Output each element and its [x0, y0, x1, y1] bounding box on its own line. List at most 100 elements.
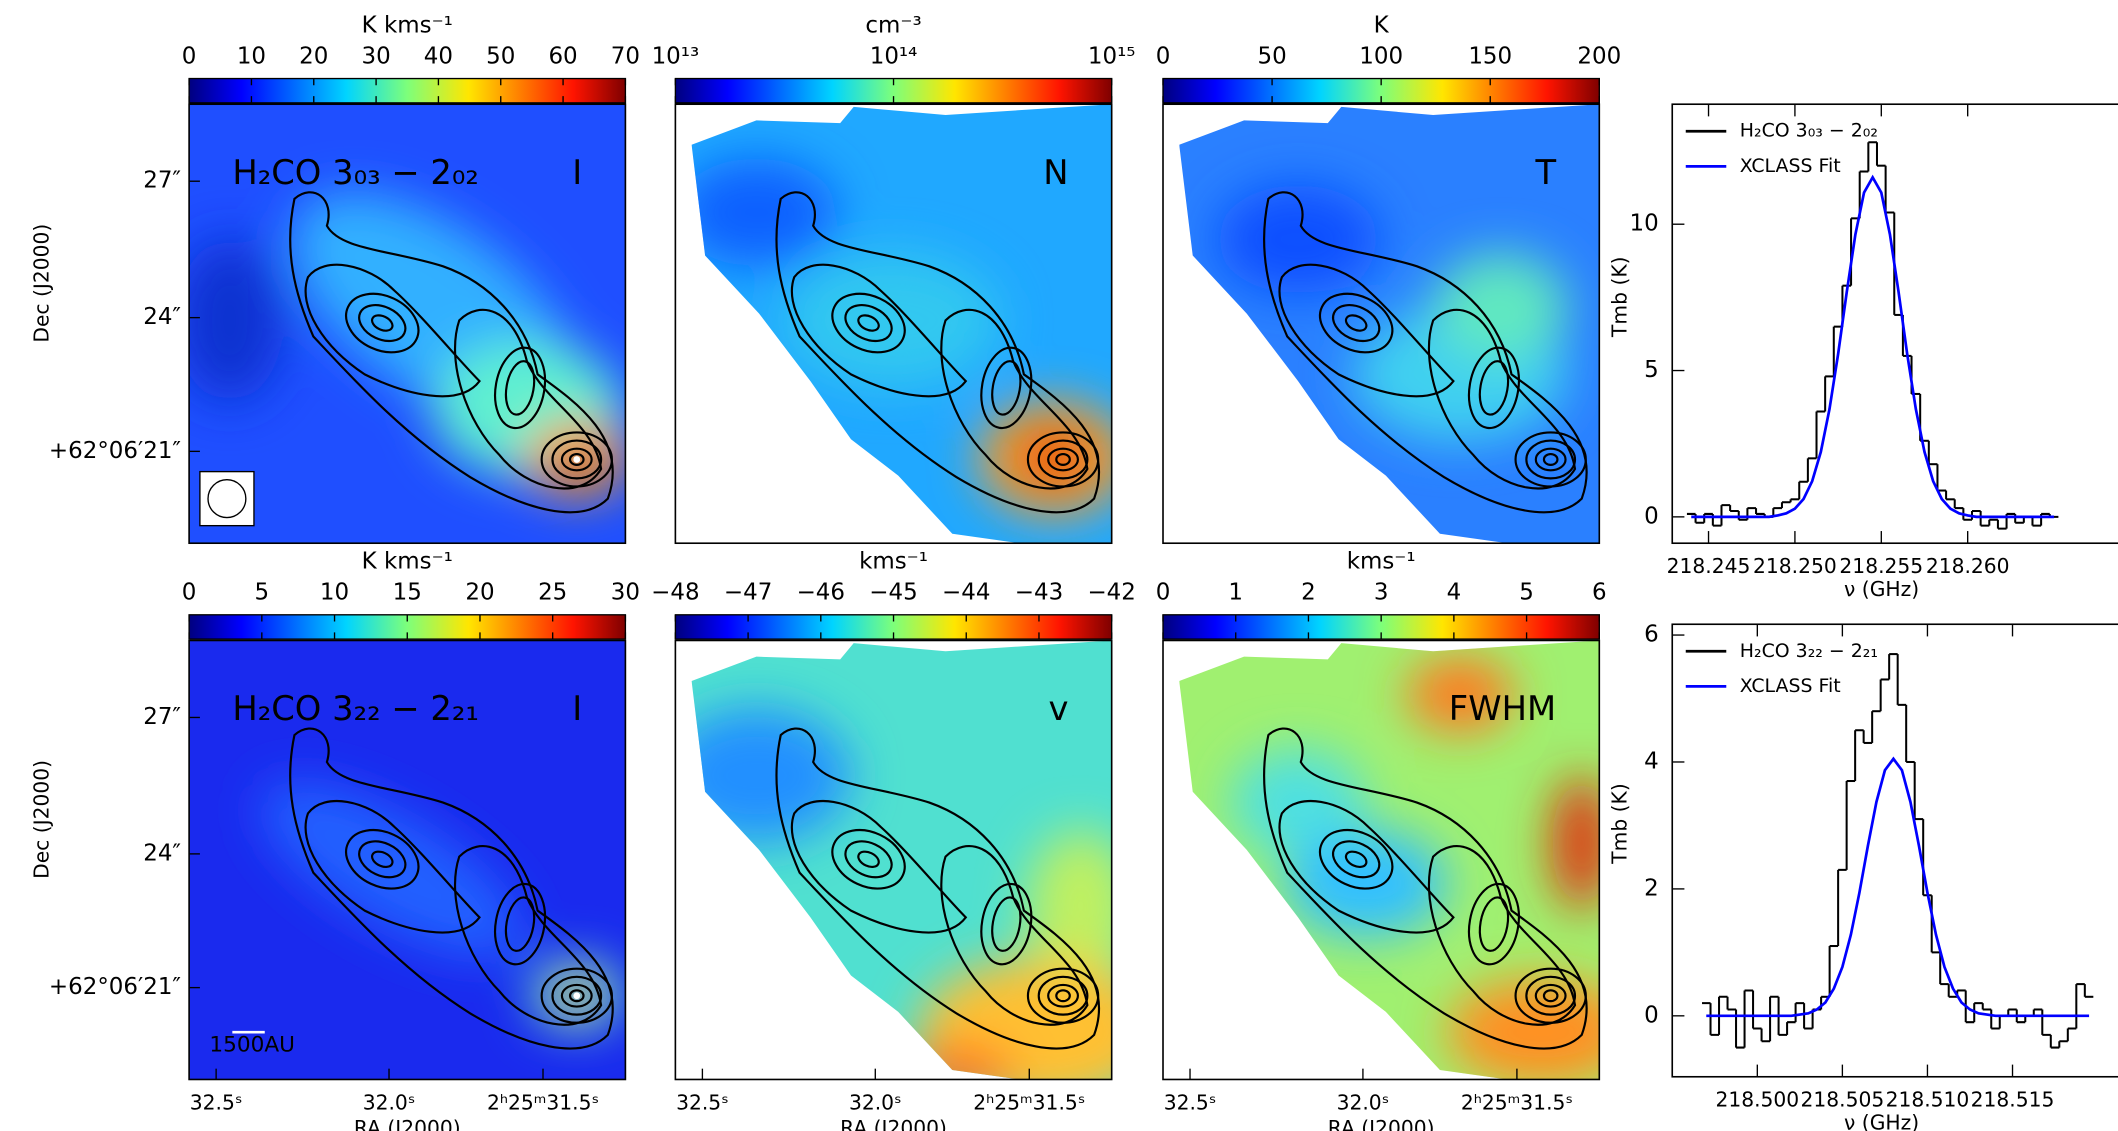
colorbar-tick-label: 5 — [255, 580, 270, 606]
colorbar-label: K kms⁻¹ — [362, 549, 453, 575]
ra-tick-label: 32.5ˢ — [1164, 1090, 1217, 1114]
x-axis-label: ν (GHz) — [1844, 1111, 1919, 1131]
colorbar — [188, 77, 627, 104]
dec-tick-label: +62°06′21″ — [49, 974, 182, 1000]
temperature-map — [1179, 104, 1600, 544]
y-axis-label: Tmb (K) — [1607, 256, 1631, 337]
fit-line — [1691, 174, 2055, 519]
line-title: H₂CO 3₂₂ − 2₂₁ — [232, 689, 479, 728]
peak-marker — [573, 456, 581, 463]
panel-label: N — [1043, 153, 1068, 192]
colorbar-tick-label: 4 — [1447, 580, 1462, 606]
dec-tick-label: 27″ — [143, 168, 181, 194]
ra-tick-label: 2ʰ25ᵐ31.5ˢ — [973, 1090, 1085, 1114]
map-frame — [1162, 639, 1601, 1081]
colorbar-tick-label: 10¹⁵ — [1088, 43, 1136, 69]
colorbar-tick-label: 20 — [299, 43, 328, 69]
x-tick-label: 218.500 — [1715, 1088, 1799, 1112]
colorbar-tick-label: 70 — [611, 43, 640, 69]
colorbar-tick-label: 0 — [182, 580, 197, 606]
linewidth-map — [1179, 640, 1600, 1080]
colorbar-tick-label: 50 — [486, 43, 515, 69]
colorbar-tick-label: 50 — [1257, 43, 1286, 69]
beam — [199, 470, 255, 527]
colorbar-tick-label: 30 — [361, 43, 390, 69]
step-series — [1702, 653, 2094, 1049]
colorbar-label: kms⁻¹ — [859, 549, 928, 575]
dec-tick-label: 27″ — [143, 704, 181, 730]
colorbar-tick-label: 6 — [1592, 580, 1607, 606]
ra-tick-label: 2ʰ25ᵐ31.5ˢ — [487, 1090, 599, 1114]
colorbar-tick-label: 40 — [424, 43, 453, 69]
y-axis-label: Dec (J2000) — [30, 224, 54, 343]
ra-tick-label: 32.0ˢ — [363, 1090, 416, 1114]
map-frame — [188, 103, 627, 545]
x-axis-label: RA (J2000) — [1328, 1116, 1435, 1131]
colorbar-tick-label: 150 — [1468, 43, 1512, 69]
x-tick-label: 218.510 — [1886, 1088, 1970, 1112]
y-axis-label: Dec (J2000) — [30, 760, 54, 879]
x-tick-label: 218.245 — [1667, 554, 1751, 578]
legend-label: XCLASS Fit — [1740, 675, 1841, 697]
colorbar-tick-label: 0 — [1156, 43, 1171, 69]
x-axis-label: RA (J2000) — [354, 1116, 461, 1131]
x-tick-label: 218.505 — [1801, 1088, 1885, 1112]
colorbar-label: K — [1374, 12, 1390, 38]
colorbar-tick-label: −44 — [942, 580, 990, 606]
colorbar-tick-label: −45 — [869, 580, 917, 606]
fit-line — [1706, 756, 2090, 1018]
step-series — [1686, 141, 2059, 530]
colorbar-tick-label: 0 — [1156, 580, 1171, 606]
scale-bar-label: 1500AU — [209, 1033, 295, 1058]
panel-label: FWHM — [1449, 689, 1556, 728]
colorbar-tick-label: 2 — [1301, 580, 1316, 606]
panel-label: v — [1048, 689, 1068, 728]
panel-label: I — [572, 153, 582, 192]
dec-tick-label: +62°06′21″ — [49, 438, 182, 464]
colorbar-tick-label: −47 — [724, 580, 772, 606]
colorbar-tick-label: −48 — [651, 580, 699, 606]
map-frame — [674, 103, 1113, 545]
y-tick-label: 6 — [1644, 622, 1659, 648]
colorbar-tick-label: −46 — [797, 580, 845, 606]
map-emission — [691, 708, 1112, 1080]
peak-marker — [573, 992, 581, 1000]
colorbar-tick-label: 20 — [465, 580, 494, 606]
colorbar-label: K kms⁻¹ — [362, 12, 453, 38]
plot-frame — [1671, 623, 2118, 1078]
y-tick-label: 10 — [1630, 211, 1659, 237]
colorbar-tick-label: 10 — [237, 43, 266, 69]
x-tick-label: 218.260 — [1926, 554, 2010, 578]
y-tick-label: 5 — [1644, 357, 1659, 383]
dec-tick-label: 24″ — [143, 840, 181, 866]
colorbar-tick-label: 5 — [1519, 580, 1534, 606]
line-title: H₂CO 3₀₃ − 2₀₂ — [232, 153, 479, 192]
ra-tick-label: 2ʰ25ᵐ31.5ˢ — [1461, 1090, 1573, 1114]
colorbar-tick-label: 60 — [548, 43, 577, 69]
map-frame — [674, 639, 1113, 1081]
panel-label: I — [572, 689, 582, 728]
velocity-map — [691, 640, 1112, 1080]
colorbar-tick-label: 100 — [1359, 43, 1403, 69]
map-emission — [1217, 185, 1569, 442]
y-tick-label: 2 — [1644, 875, 1659, 901]
y-tick-label: 4 — [1644, 748, 1659, 774]
legend-label: H₂CO 3₀₃ − 2₀₂ — [1740, 120, 1878, 142]
y-tick-label: 0 — [1644, 503, 1659, 529]
ra-tick-label: 32.5ˢ — [676, 1090, 729, 1114]
legend-label: H₂CO 3₂₂ − 2₂₁ — [1740, 640, 1878, 662]
colorbar-tick-label: −43 — [1015, 580, 1063, 606]
dec-tick-label: 24″ — [143, 304, 181, 330]
colorbar-tick-label: 10 — [320, 580, 349, 606]
panel-label: T — [1534, 153, 1556, 192]
x-tick-label: 218.255 — [1839, 554, 1923, 578]
colorbar-tick-label: 10¹⁴ — [870, 43, 918, 69]
colorbar-tick-label: 30 — [611, 580, 640, 606]
colorbar-tick-label: 3 — [1374, 580, 1389, 606]
colorbar-label: kms⁻¹ — [1347, 549, 1416, 575]
map-emission — [691, 158, 1112, 515]
colorbar-tick-label: 25 — [538, 580, 567, 606]
